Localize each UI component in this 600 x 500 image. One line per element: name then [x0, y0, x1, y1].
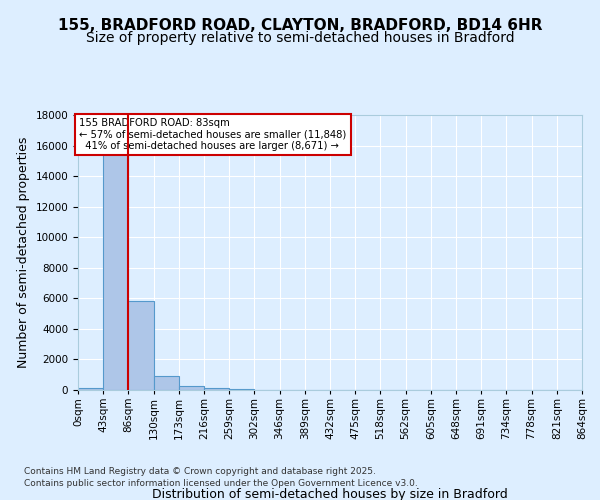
- Bar: [154, 376, 179, 390]
- Text: Size of property relative to semi-detached houses in Bradford: Size of property relative to semi-detach…: [86, 31, 514, 45]
- Text: Contains public sector information licensed under the Open Government Licence v3: Contains public sector information licen…: [24, 478, 418, 488]
- Bar: [128, 302, 154, 390]
- Y-axis label: Number of semi-detached properties: Number of semi-detached properties: [17, 137, 30, 368]
- Text: Contains HM Land Registry data © Crown copyright and database right 2025.: Contains HM Land Registry data © Crown c…: [24, 467, 376, 476]
- Bar: [103, 130, 128, 390]
- Text: 155, BRADFORD ROAD, CLAYTON, BRADFORD, BD14 6HR: 155, BRADFORD ROAD, CLAYTON, BRADFORD, B…: [58, 18, 542, 32]
- Text: 155 BRADFORD ROAD: 83sqm
← 57% of semi-detached houses are smaller (11,848)
  41: 155 BRADFORD ROAD: 83sqm ← 57% of semi-d…: [79, 118, 347, 151]
- Bar: [204, 388, 229, 390]
- X-axis label: Distribution of semi-detached houses by size in Bradford: Distribution of semi-detached houses by …: [152, 488, 508, 500]
- Bar: [179, 386, 204, 390]
- Bar: [78, 388, 103, 390]
